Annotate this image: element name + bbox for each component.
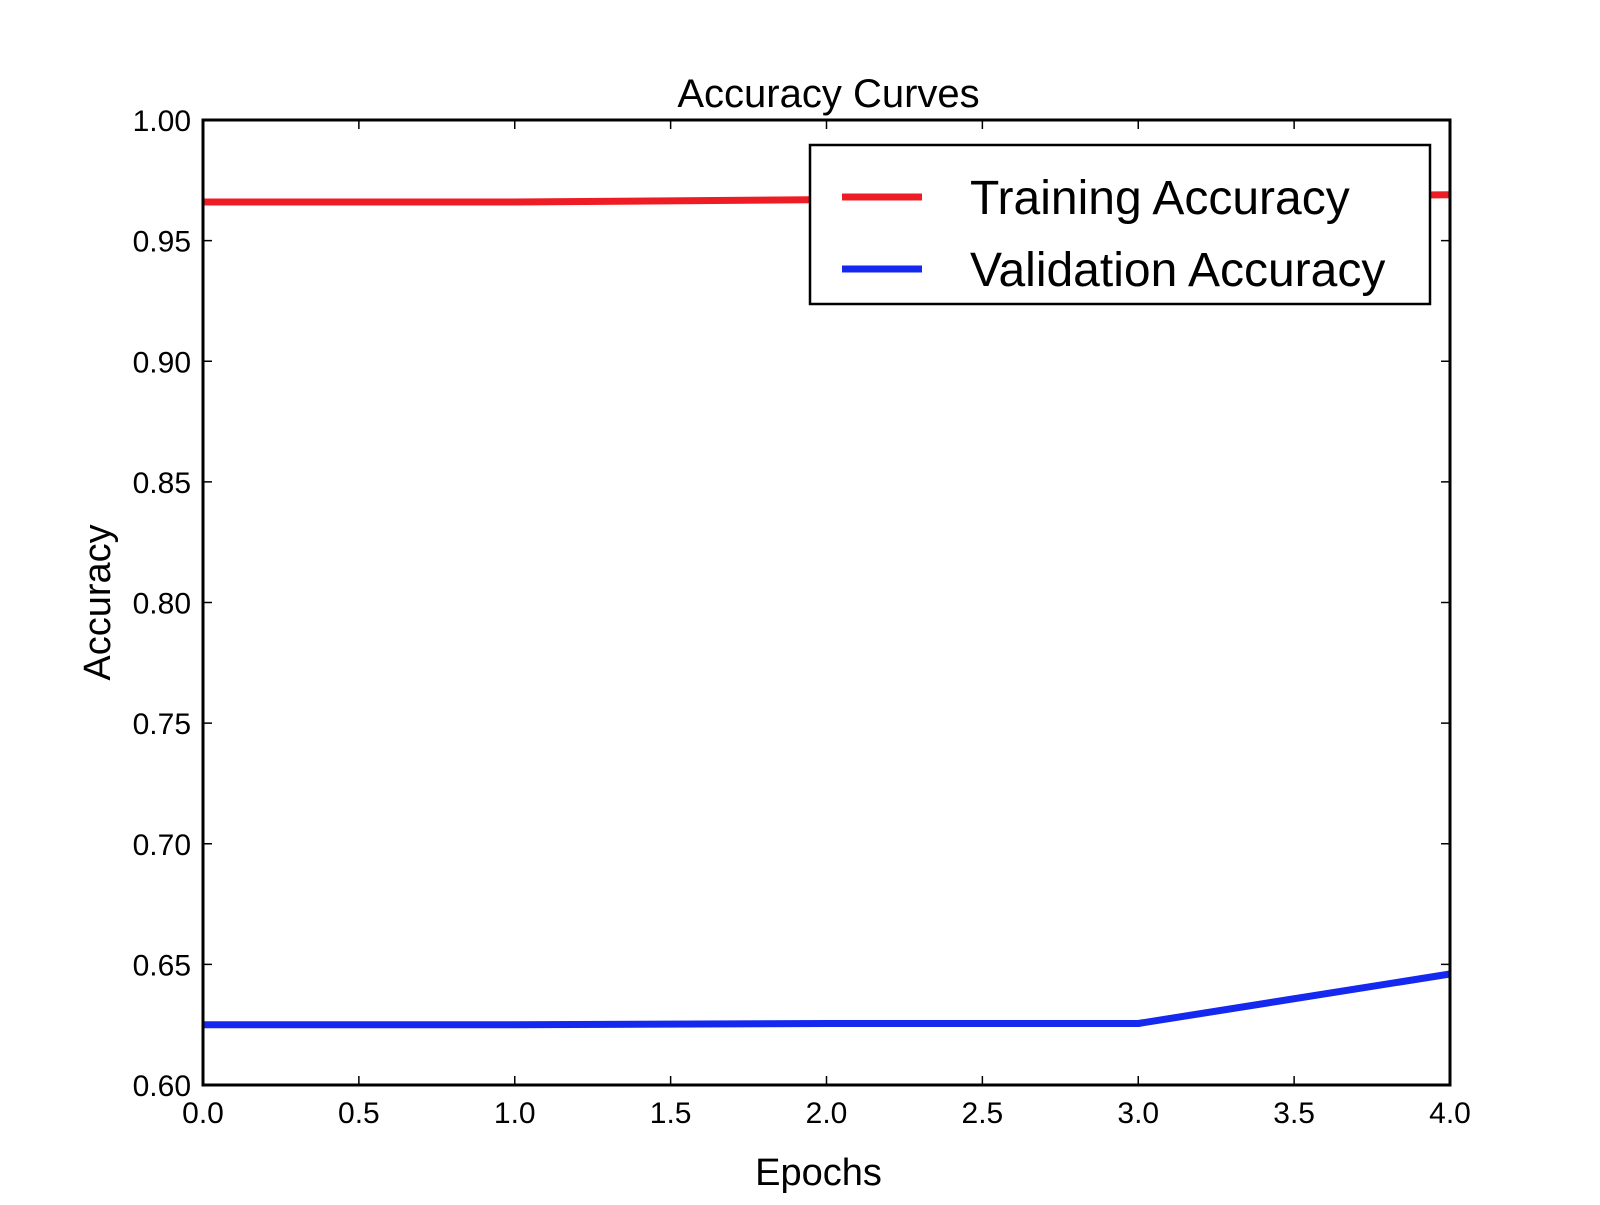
x-tick-label: 2.5	[962, 1097, 1004, 1130]
ticks-layer: 0.0 0.5 1.0 1.5 2.0 2.5 3.0 3.5 4.0 0.60 0.65 0.70 0…	[133, 105, 1471, 1130]
legend-box	[808, 143, 1432, 306]
x-axis-label: Epochs	[755, 1152, 882, 1194]
y-axis-label: Accuracy	[77, 524, 119, 680]
legend-label-training: Training Accuracy	[970, 172, 1350, 225]
chart-title: Accuracy Curves	[677, 72, 979, 116]
x-tick-label: 0.5	[338, 1097, 380, 1130]
series-line-1	[203, 970, 1451, 1029]
x-tick-label: 1.0	[494, 1097, 536, 1130]
series-layer	[203, 191, 1451, 1029]
legend: Training Accuracy Validation Accuracy	[808, 143, 1432, 306]
x-tick-label: 3.0	[1117, 1097, 1159, 1130]
y-tick-label: 0.80	[133, 588, 191, 621]
x-tick-label: 1.5	[650, 1097, 692, 1130]
x-tick-label: 3.5	[1273, 1097, 1315, 1130]
y-tick-label: 0.60	[133, 1070, 191, 1103]
y-tick-label: 0.65	[133, 949, 191, 982]
y-tick-label: 0.95	[133, 226, 191, 259]
y-tick-label: 0.75	[133, 708, 191, 741]
y-tick-label: 0.90	[133, 346, 191, 379]
x-tick-label: 2.0	[806, 1097, 848, 1130]
y-tick-label: 0.85	[133, 467, 191, 500]
y-tick-label: 1.00	[133, 105, 191, 138]
x-tick-label: 0.0	[182, 1097, 224, 1130]
y-tick-label: 0.70	[133, 829, 191, 862]
x-tick-label: 4.0	[1429, 1097, 1471, 1130]
plot-frame	[201, 118, 1452, 1087]
legend-label-validation: Validation Accuracy	[970, 244, 1385, 297]
